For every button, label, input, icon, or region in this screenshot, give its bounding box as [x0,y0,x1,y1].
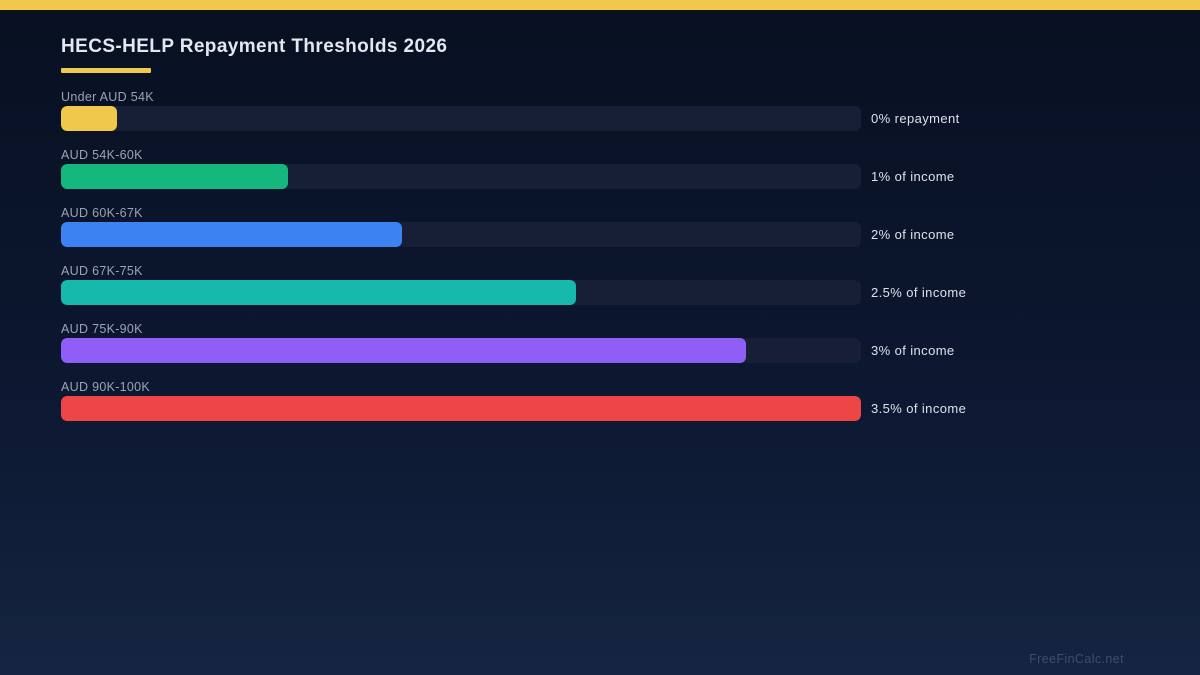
bar-fill [61,222,402,247]
bar-row-67k-75k: AUD 67K-75K 2.5% of income [61,263,1171,305]
bar-fill [61,164,289,189]
value-label: 3% of income [871,343,955,358]
bar-track [61,396,861,421]
page-title: HECS-HELP Repayment Thresholds 2026 [61,36,448,57]
bar-track [61,164,861,189]
bar-row-90k-100k: AUD 90K-100K 3.5% of income [61,379,1171,421]
value-label: 3.5% of income [871,401,967,416]
bar-track [61,106,861,131]
bar-row-under-54k: Under AUD 54K 0% repayment [61,89,1171,131]
value-label: 0% repayment [871,111,960,126]
chart-panel: HECS-HELP Repayment Thresholds 2026 Unde… [61,10,1171,437]
bar-chart: Under AUD 54K 0% repayment AUD 54K-60K 1… [61,89,1171,421]
bar-track [61,338,861,363]
category-label: AUD 54K-60K [61,148,143,162]
bar-fill [61,396,861,421]
category-label: AUD 75K-90K [61,322,143,336]
bar-track [61,222,861,247]
accent-top-stripe [0,0,1200,10]
title-underline [61,68,151,73]
bar-fill [61,106,117,131]
watermark: FreeFinCalc.net [1029,652,1124,666]
bar-row-54k-60k: AUD 54K-60K 1% of income [61,147,1171,189]
category-label: AUD 60K-67K [61,206,143,220]
bar-row-60k-67k: AUD 60K-67K 2% of income [61,205,1171,247]
bar-fill [61,280,577,305]
category-label: AUD 90K-100K [61,380,151,394]
value-label: 2% of income [871,227,955,242]
category-label: AUD 67K-75K [61,264,143,278]
bar-fill [61,338,746,363]
bar-row-75k-90k: AUD 75K-90K 3% of income [61,321,1171,363]
value-label: 1% of income [871,169,955,184]
value-label: 2.5% of income [871,285,967,300]
bar-track [61,280,861,305]
category-label: Under AUD 54K [61,90,154,104]
